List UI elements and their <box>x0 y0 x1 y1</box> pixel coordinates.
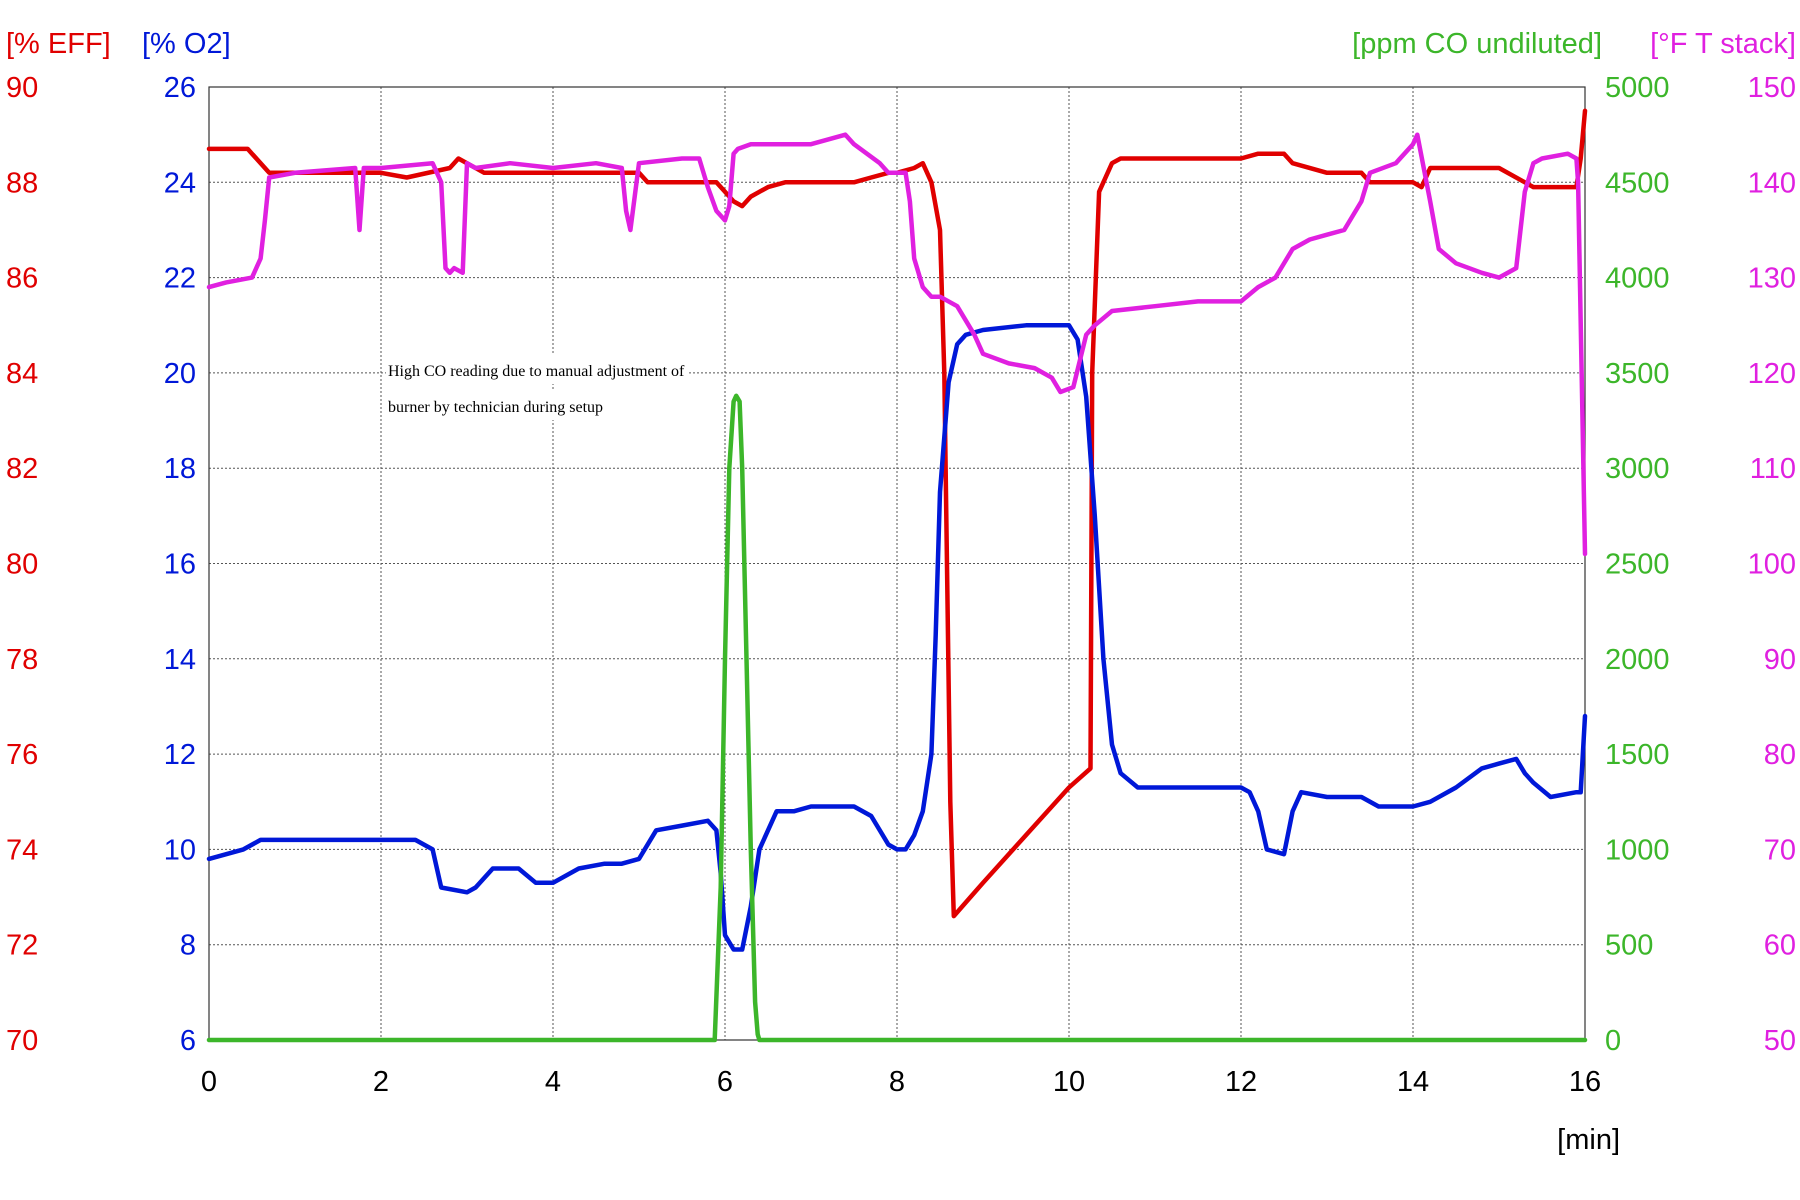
annotation: High CO reading due to manual adjustment… <box>386 354 690 420</box>
y-tick-label-eff: 82 <box>6 453 38 485</box>
y-tick-label-co: 2000 <box>1605 644 1670 676</box>
grid <box>209 87 1585 1040</box>
y-tick-label-eff: 88 <box>6 167 38 199</box>
y-axis-label-o2: [% O2] <box>142 28 231 60</box>
y-tick-label-co: 1000 <box>1605 834 1670 866</box>
x-tick-label: 6 <box>717 1066 733 1098</box>
y-tick-label-eff: 78 <box>6 644 38 676</box>
y-tick-label-eff: 84 <box>6 358 38 390</box>
x-tick-label: 14 <box>1397 1066 1429 1098</box>
y-tick-label-co: 500 <box>1605 930 1653 962</box>
annotation-line: burner by technician during setup <box>388 399 603 416</box>
series-line-eff <box>206 108 1588 919</box>
y-tick-label-o2: 12 <box>164 739 196 771</box>
y-tick-label-temp: 110 <box>1750 453 1796 485</box>
x-tick-label: 0 <box>201 1066 217 1098</box>
y-tick-label-o2: 22 <box>164 263 196 295</box>
series-line-co <box>206 393 1588 1043</box>
y-tick-label-eff: 86 <box>6 263 38 295</box>
x-tick-label: 16 <box>1569 1066 1601 1098</box>
y-tick-label-eff: 76 <box>6 739 38 771</box>
y-tick-label-co: 3500 <box>1605 358 1670 390</box>
y-tick-label-temp: 70 <box>1764 834 1796 866</box>
y-axis-label-co: [ppm CO undiluted] <box>1352 28 1602 60</box>
y-tick-label-temp: 90 <box>1764 644 1796 676</box>
y-tick-label-co: 5000 <box>1605 72 1670 104</box>
y-axis-label-eff: [% EFF] <box>6 28 111 60</box>
y-tick-label-eff: 80 <box>6 549 38 581</box>
y-tick-label-o2: 6 <box>180 1025 196 1057</box>
annotation-line: High CO reading due to manual adjustment… <box>388 363 685 380</box>
x-tick-label: 4 <box>545 1066 561 1098</box>
y-tick-label-o2: 16 <box>164 549 196 581</box>
y-axis-label-temp: [°F T stack] <box>1650 28 1796 60</box>
annotation-background <box>386 390 608 420</box>
y-tick-label-o2: 8 <box>180 930 196 962</box>
y-tick-label-temp: 60 <box>1764 930 1796 962</box>
x-tick-label: 8 <box>889 1066 905 1098</box>
y-tick-label-o2: 10 <box>164 834 196 866</box>
y-tick-label-o2: 14 <box>164 644 196 676</box>
x-tick-label: 12 <box>1225 1066 1257 1098</box>
series-line-o2 <box>206 323 1588 952</box>
y-tick-label-co: 0 <box>1605 1025 1621 1057</box>
x-axis-label: [min] <box>1557 1124 1620 1156</box>
y-tick-label-eff: 70 <box>6 1025 38 1057</box>
y-tick-label-o2: 26 <box>164 72 196 104</box>
y-tick-label-co: 2500 <box>1605 549 1670 581</box>
y-tick-label-temp: 120 <box>1748 358 1796 390</box>
y-tick-label-temp: 130 <box>1748 263 1796 295</box>
axes: 0 2 4 6 8 10 12 14 16[min]9088868482807876747270… <box>6 28 1796 1156</box>
y-tick-label-temp: 100 <box>1748 549 1796 581</box>
y-tick-label-co: 4000 <box>1605 263 1670 295</box>
y-tick-label-co: 4500 <box>1605 167 1670 199</box>
y-tick-label-o2: 18 <box>164 453 196 485</box>
y-tick-label-temp: 150 <box>1748 72 1796 104</box>
y-tick-label-temp: 140 <box>1748 167 1796 199</box>
y-tick-label-eff: 72 <box>6 930 38 962</box>
y-tick-label-temp: 80 <box>1764 739 1796 771</box>
series-line-temp <box>206 132 1588 557</box>
series-lines <box>206 108 1588 1043</box>
y-tick-label-eff: 90 <box>6 72 38 104</box>
annotation-background <box>386 354 690 384</box>
y-tick-label-o2: 24 <box>164 167 196 199</box>
y-tick-label-co: 3000 <box>1605 453 1670 485</box>
y-tick-label-co: 1500 <box>1605 739 1670 771</box>
x-tick-label: 10 <box>1053 1066 1085 1098</box>
y-tick-label-temp: 50 <box>1764 1025 1796 1057</box>
y-tick-label-o2: 20 <box>164 358 196 390</box>
x-tick-label: 2 <box>373 1066 389 1098</box>
y-tick-label-eff: 74 <box>6 834 38 866</box>
